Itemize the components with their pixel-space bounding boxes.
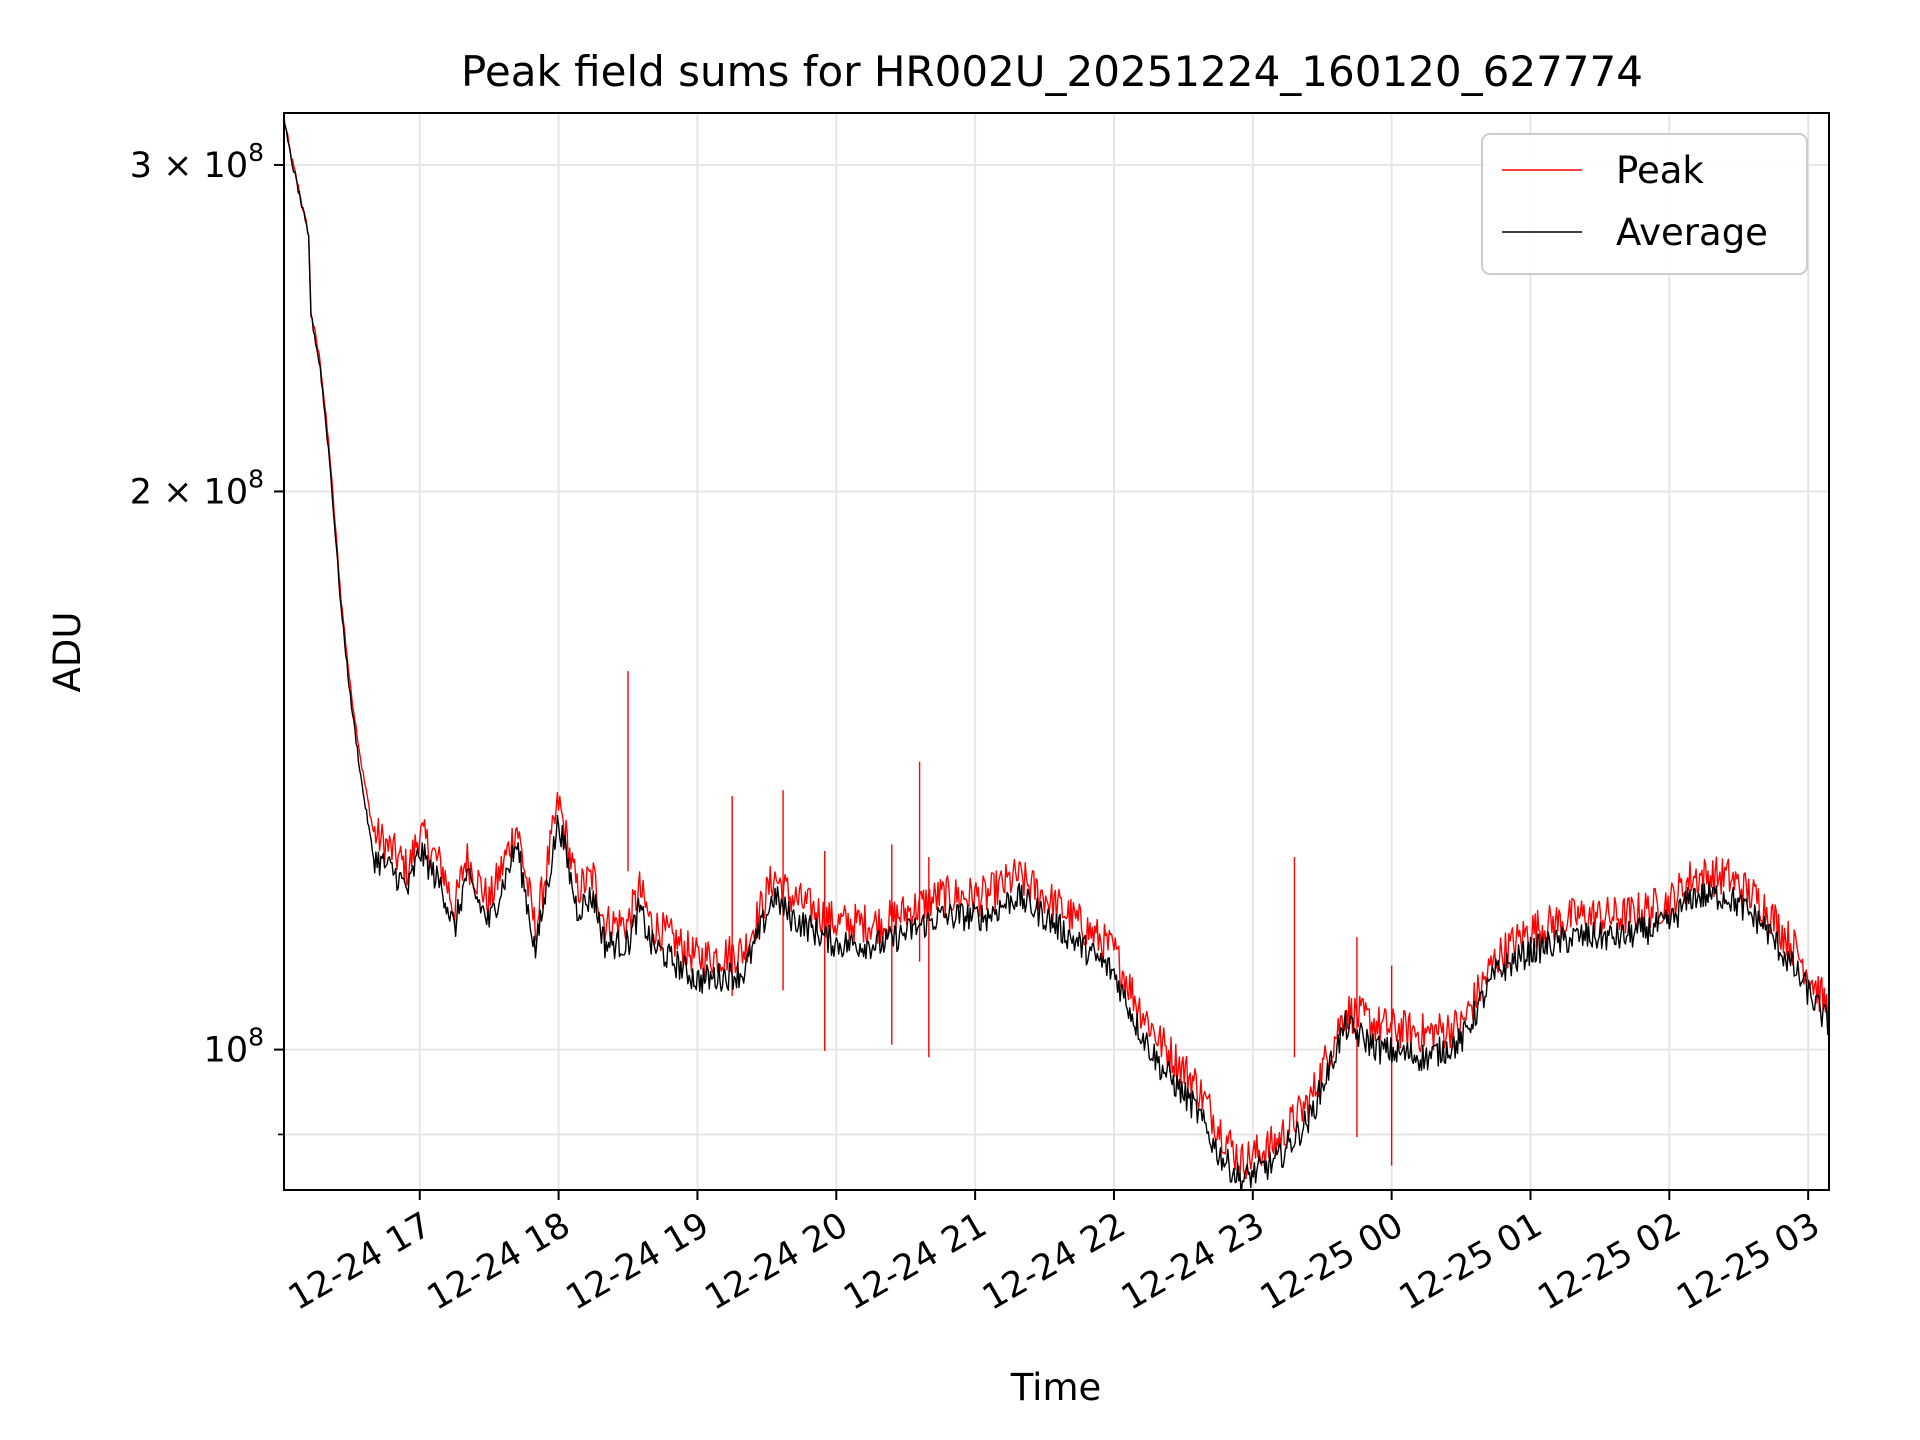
chart-title: Peak field sums for HR002U_20251224_1601…: [461, 47, 1643, 96]
y-tick-label: 2 × 108: [130, 464, 264, 512]
series-layer: [284, 116, 1829, 1190]
grid-lines: [284, 113, 1829, 1190]
legend-label-average: Average: [1616, 211, 1768, 254]
y-tick-label: 3 × 108: [130, 138, 264, 186]
y-axis-ticks: 108 2 × 108 3 × 108: [130, 138, 284, 1136]
y-axis-label: ADU: [46, 612, 89, 693]
legend: Peak Average: [1481, 133, 1808, 275]
x-axis-label: Time: [1010, 1366, 1102, 1409]
y-tick-label: 108: [204, 1023, 264, 1071]
plot-frame: [283, 112, 1830, 1191]
series-line-average: [284, 123, 1829, 1190]
legend-box: [1481, 133, 1808, 275]
legend-label-peak: Peak: [1616, 149, 1704, 192]
series-line-peak: [284, 116, 1829, 1180]
